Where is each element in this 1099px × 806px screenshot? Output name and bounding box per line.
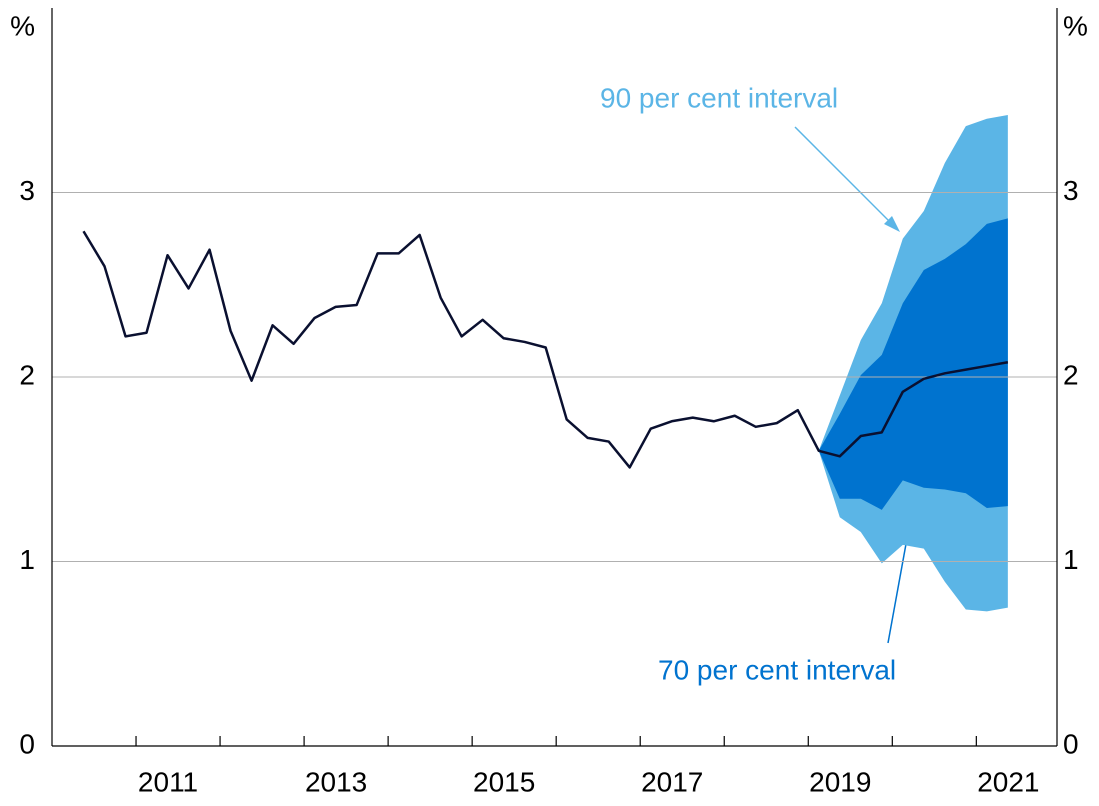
y2-tick-label: 1 — [1063, 544, 1079, 575]
x-tick-label: 2017 — [641, 766, 703, 797]
annotation-arrow — [794, 126, 899, 231]
y-tick-label: 0 — [19, 728, 35, 759]
y-tick-label: 1 — [19, 544, 35, 575]
y2-tick-label: 0 — [1063, 728, 1079, 759]
y2-tick-label: 2 — [1063, 359, 1079, 390]
x-tick-label: 2013 — [305, 766, 367, 797]
annotation: 70 per cent interval — [658, 654, 896, 685]
y-tick-label: 2 — [19, 359, 35, 390]
x-tick-label: 2015 — [473, 766, 535, 797]
data-line — [82, 230, 1009, 469]
x-tick-label: 2021 — [977, 766, 1039, 797]
annotation: 90 per cent interval — [600, 82, 838, 113]
arrow-head — [884, 216, 900, 232]
x-tick-label: 2019 — [809, 766, 871, 797]
x-tick-label: 2011 — [138, 766, 198, 797]
y-tick-label: 3 — [19, 175, 35, 206]
interval-band — [818, 218, 1008, 510]
y2-tick-label: 3 — [1063, 175, 1079, 206]
y2-unit-label: % — [1063, 10, 1088, 41]
y-unit-label: % — [10, 10, 35, 41]
